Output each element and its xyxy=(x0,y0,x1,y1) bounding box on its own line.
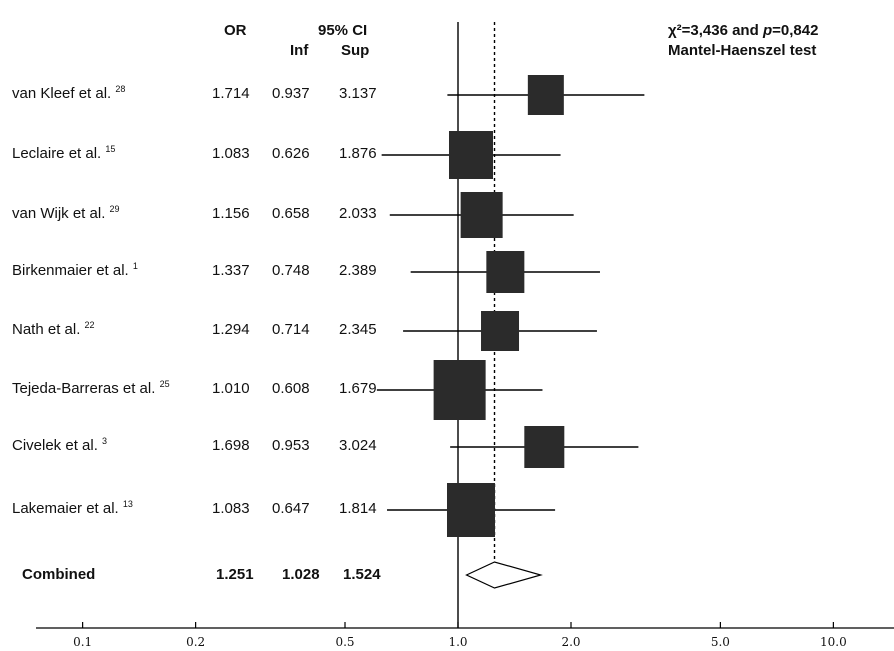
combined-ci-lower: 1.028 xyxy=(282,566,320,583)
study-label: Leclaire et al. 15 xyxy=(12,145,115,163)
combined-ci-upper: 1.524 xyxy=(343,566,381,583)
inf-header: Inf xyxy=(290,42,309,59)
ci-upper-value: 2.033 xyxy=(339,205,377,222)
x-tick-label: 1.0 xyxy=(448,635,467,649)
or-value: 1.337 xyxy=(212,262,250,279)
odds-ratio-square xyxy=(524,426,565,468)
test-name: Mantel-Haenszel test xyxy=(668,42,817,59)
study-name: van Wijk et al. xyxy=(12,205,106,222)
study-name: Civelek et al. xyxy=(12,437,98,454)
study-name: Leclaire et al. xyxy=(12,145,102,162)
study-label: van Kleef et al. 28 xyxy=(12,85,125,103)
ci-upper-value: 2.389 xyxy=(339,262,377,279)
reference-number: 15 xyxy=(105,144,116,154)
study-label: Tejeda-Barreras et al. 25 xyxy=(12,380,170,398)
odds-ratio-square xyxy=(448,131,493,179)
ci-upper-value: 1.876 xyxy=(339,145,377,162)
x-tick-label: 5.0 xyxy=(711,635,730,649)
ci-header: 95% CI xyxy=(318,22,368,39)
odds-ratio-square xyxy=(460,192,503,238)
reference-number: 22 xyxy=(84,320,95,330)
ci-lower-value: 0.626 xyxy=(272,145,310,162)
or-value: 1.698 xyxy=(212,437,250,454)
or-value: 1.156 xyxy=(212,205,250,222)
study-name: Tejeda-Barreras et al. xyxy=(12,380,156,397)
ci-upper-value: 3.024 xyxy=(339,437,377,454)
ci-lower-value: 0.953 xyxy=(272,437,310,454)
x-tick-label: 2.0 xyxy=(561,635,580,649)
or-value: 1.294 xyxy=(212,321,250,338)
x-tick-label: 0.5 xyxy=(335,635,354,649)
combined-or-value: 1.251 xyxy=(216,566,254,583)
chi-square-stat: χ²=3,436 and p=0,842 xyxy=(668,22,819,39)
reference-number: 1 xyxy=(132,261,138,271)
reference-number: 3 xyxy=(102,436,108,446)
study-label: Lakemaier et al. 13 xyxy=(12,500,133,518)
study-label: Nath et al. 22 xyxy=(12,321,95,339)
study-label: Civelek et al. 3 xyxy=(12,437,107,455)
ci-lower-value: 0.748 xyxy=(272,262,310,279)
ci-lower-value: 0.608 xyxy=(272,380,310,397)
study-name: van Kleef et al. xyxy=(12,85,112,102)
or-value: 1.083 xyxy=(212,145,250,162)
ci-upper-value: 1.814 xyxy=(339,500,377,517)
odds-ratio-square xyxy=(481,311,520,351)
or-value: 1.010 xyxy=(212,380,250,397)
ci-lower-value: 0.647 xyxy=(272,500,310,517)
study-label: Birkenmaier et al. 1 xyxy=(12,262,138,280)
ci-upper-value: 3.137 xyxy=(339,85,377,102)
study-label: van Wijk et al. 29 xyxy=(12,205,120,223)
x-tick-label: 10.0 xyxy=(820,635,847,649)
ci-lower-value: 0.714 xyxy=(272,321,310,338)
combined-diamond xyxy=(465,561,543,589)
or-value: 1.714 xyxy=(212,85,250,102)
x-tick-label: 0.1 xyxy=(73,635,92,649)
study-name: Lakemaier et al. xyxy=(12,500,119,517)
reference-number: 13 xyxy=(122,499,133,509)
ci-upper-value: 2.345 xyxy=(339,321,377,338)
x-tick-label: 0.2 xyxy=(186,635,205,649)
reference-number: 29 xyxy=(109,204,120,214)
odds-ratio-square xyxy=(527,75,564,115)
study-name: Nath et al. xyxy=(12,321,81,338)
odds-ratio-square xyxy=(486,251,525,293)
or-value: 1.083 xyxy=(212,500,250,517)
reference-number: 25 xyxy=(159,379,170,389)
ci-upper-value: 1.679 xyxy=(339,380,377,397)
combined-label: Combined xyxy=(22,566,96,583)
or-header: OR xyxy=(224,22,247,39)
study-name: Birkenmaier et al. xyxy=(12,262,129,279)
odds-ratio-square xyxy=(433,360,486,420)
sup-header: Sup xyxy=(341,42,370,59)
reference-number: 28 xyxy=(115,84,126,94)
ci-lower-value: 0.658 xyxy=(272,205,310,222)
odds-ratio-square xyxy=(446,483,495,537)
ci-lower-value: 0.937 xyxy=(272,85,310,102)
